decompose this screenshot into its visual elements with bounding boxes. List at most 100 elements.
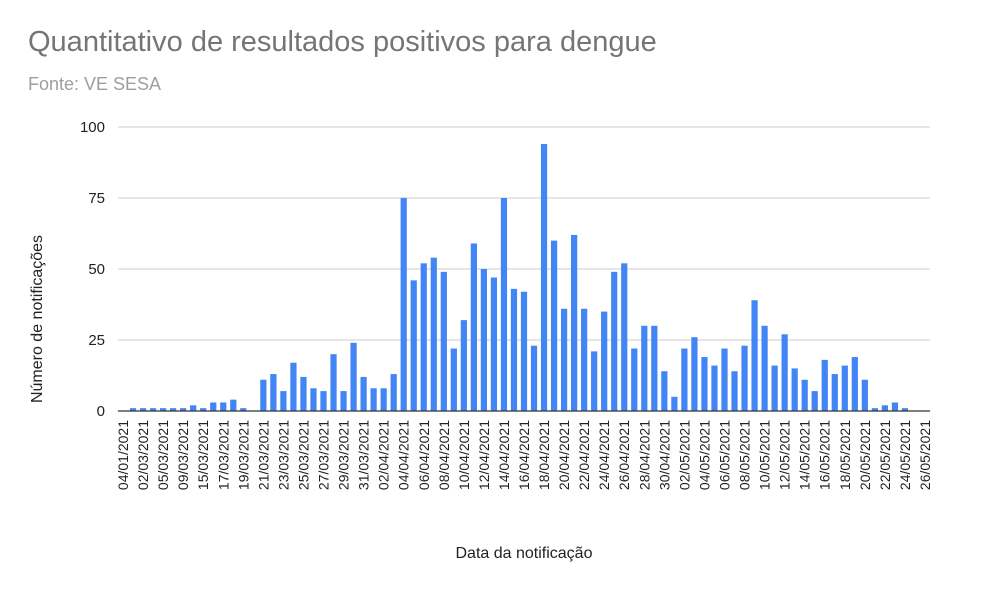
bar (190, 405, 197, 411)
bar (149, 408, 157, 411)
bar (581, 308, 588, 411)
bar (510, 288, 518, 411)
bar (881, 405, 888, 411)
x-tick-label: 20/04/2021 (556, 420, 572, 490)
chart-subtitle: Fonte: VE SESA (28, 74, 162, 94)
bar (390, 374, 397, 411)
bar (160, 408, 167, 411)
x-tick-label: 30/04/2021 (656, 420, 672, 490)
x-tick-label: 21/03/2021 (255, 420, 271, 490)
bar (851, 357, 858, 411)
y-axis-label: Número de notificações (29, 235, 46, 403)
x-tick-label: 23/03/2021 (275, 420, 291, 490)
bar (781, 334, 788, 411)
bar (230, 399, 237, 411)
bar (841, 365, 848, 411)
x-tick-label: 06/04/2021 (416, 420, 432, 490)
bar (691, 337, 698, 411)
bar (280, 391, 287, 411)
bar (891, 402, 899, 411)
y-tick-label: 0 (97, 403, 105, 420)
bar (711, 365, 718, 411)
x-tick-label: 26/05/2021 (917, 420, 933, 490)
bar (550, 240, 558, 411)
x-tick-label: 12/05/2021 (777, 420, 793, 490)
bar (200, 408, 207, 411)
bar (611, 271, 618, 411)
bar (901, 408, 909, 411)
x-tick-label: 10/04/2021 (456, 420, 472, 490)
bar (170, 408, 177, 411)
bar (330, 354, 337, 411)
bar (641, 325, 648, 411)
x-tick-label: 14/05/2021 (797, 420, 813, 490)
bar (129, 408, 137, 411)
bar (771, 365, 778, 411)
x-tick-label: 02/04/2021 (376, 420, 392, 490)
bar (480, 269, 488, 411)
x-tick-label: 02/03/2021 (135, 420, 151, 490)
bar (540, 144, 548, 412)
x-tick-label: 04/04/2021 (396, 420, 412, 490)
bar (791, 368, 798, 411)
y-tick-label: 75 (88, 190, 105, 207)
x-tick-label: 02/05/2021 (676, 420, 692, 490)
bar (631, 348, 638, 411)
x-tick-label: 10/05/2021 (757, 420, 773, 490)
x-tick-label: 19/03/2021 (235, 420, 251, 490)
bar (671, 396, 678, 411)
bar (430, 257, 437, 411)
y-tick-label: 100 (80, 119, 105, 136)
bar (831, 374, 838, 411)
x-tick-label: 18/04/2021 (536, 420, 552, 490)
bar (380, 388, 387, 411)
bar (520, 291, 528, 411)
x-tick-label: 12/04/2021 (476, 420, 492, 490)
x-tick-label: 16/04/2021 (516, 420, 532, 490)
bar (270, 374, 277, 411)
x-tick-label: 20/05/2021 (857, 420, 873, 490)
x-tick-label: 09/03/2021 (175, 420, 191, 490)
bars (129, 144, 909, 412)
y-tick-label: 50 (88, 261, 105, 278)
bar (731, 371, 738, 411)
x-tick-label: 08/05/2021 (737, 420, 753, 490)
bar (801, 379, 808, 411)
bar (751, 300, 758, 411)
bar (560, 308, 568, 411)
x-axis-label: Data da notificação (456, 545, 593, 562)
bar (220, 402, 227, 411)
x-tick-label: 22/05/2021 (877, 420, 893, 490)
bar (601, 311, 608, 411)
bar (651, 325, 658, 411)
bar (681, 348, 688, 411)
x-tick-label: 24/05/2021 (897, 420, 913, 490)
bar (260, 379, 267, 411)
bar (360, 376, 367, 411)
x-tick-label: 04/01/2021 (115, 420, 131, 490)
y-tick-label: 25 (88, 332, 105, 349)
x-tick-label: 18/05/2021 (837, 420, 853, 490)
bar (440, 271, 447, 411)
x-tick-label: 17/03/2021 (215, 420, 231, 490)
bar (400, 198, 407, 411)
x-tick-label: 08/04/2021 (436, 420, 452, 490)
bar (350, 342, 357, 411)
bar (621, 263, 628, 411)
bar (320, 391, 327, 411)
x-tick-label: 31/03/2021 (356, 420, 372, 490)
bar (571, 234, 578, 411)
x-tick-label: 24/04/2021 (596, 420, 612, 490)
bar (240, 408, 247, 411)
bar (460, 320, 467, 411)
bar (370, 388, 377, 411)
y-tick-labels: 0 25 50 75 100 (80, 119, 105, 420)
x-tick-label: 04/05/2021 (696, 420, 712, 490)
chart-title: Quantitativo de resultados positivos par… (28, 26, 657, 58)
bar (500, 198, 508, 411)
x-tick-label: 26/04/2021 (616, 420, 632, 490)
x-tick-label: 06/05/2021 (716, 420, 732, 490)
bar (420, 263, 427, 411)
x-tick-label: 16/05/2021 (817, 420, 833, 490)
